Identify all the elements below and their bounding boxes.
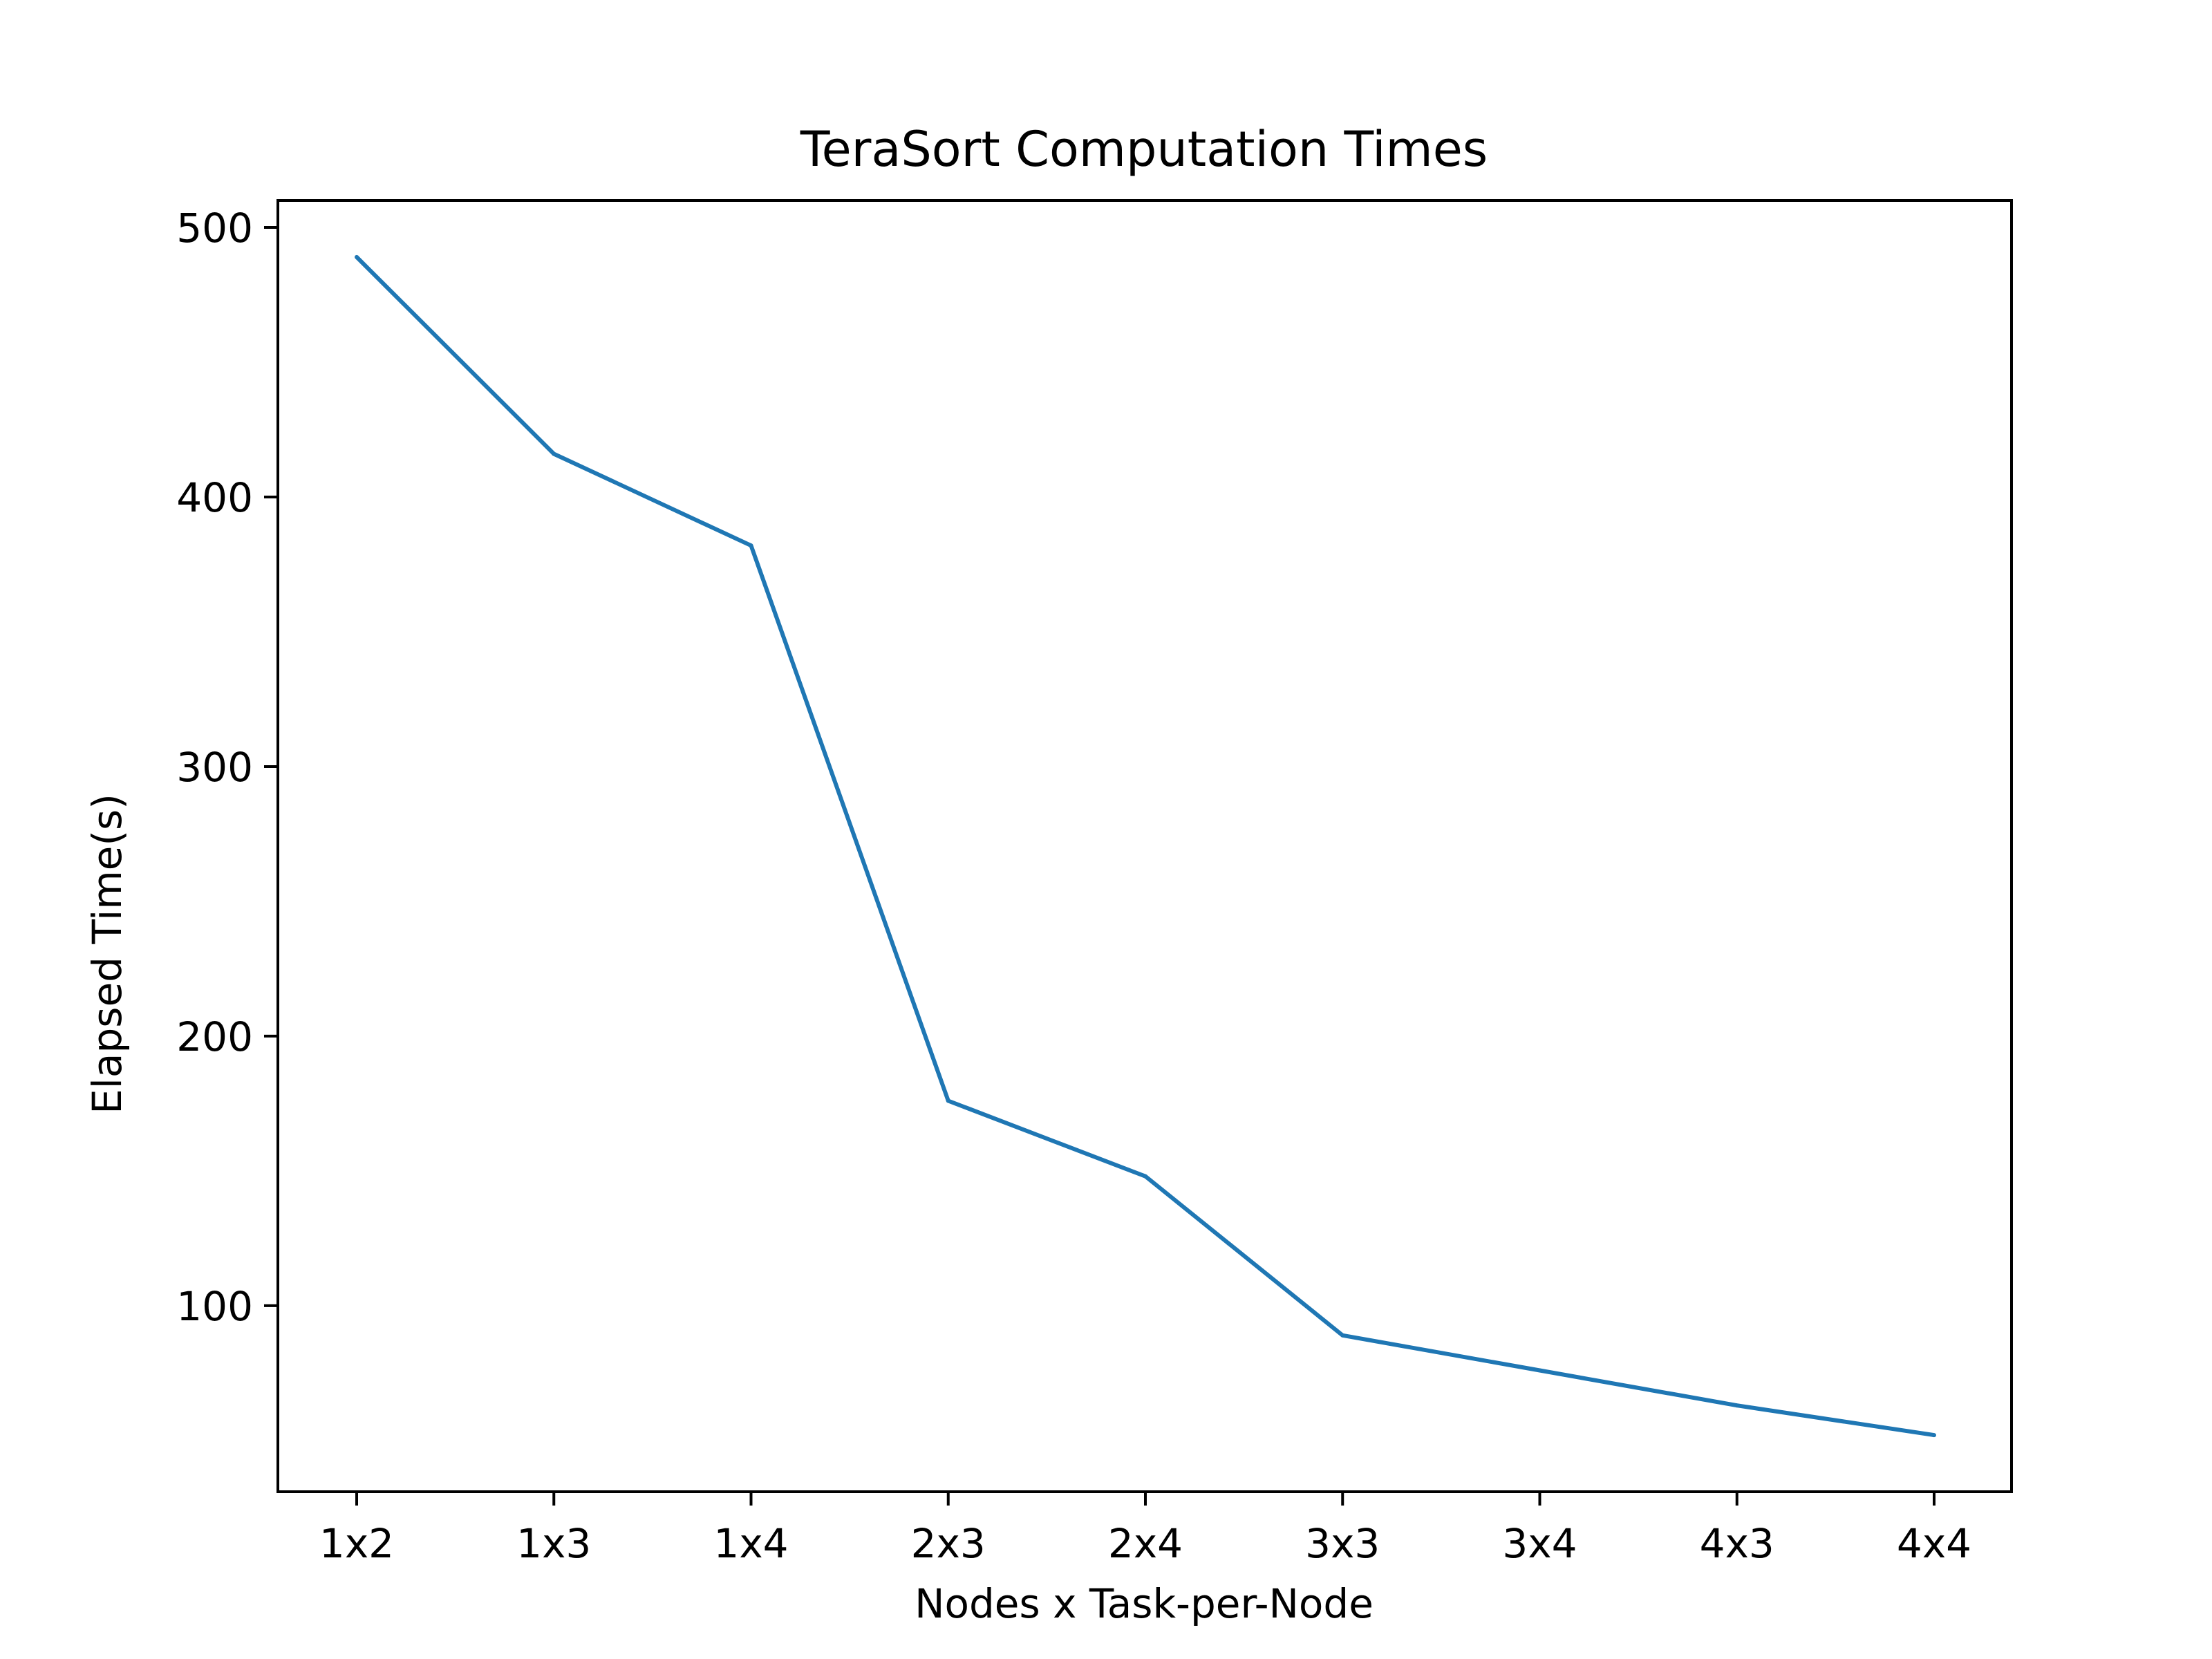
plot-area-frame	[276, 199, 2013, 1493]
x-axis-label: Nodes x Task-per-Node	[915, 1580, 1374, 1627]
x-tick-label: 2x3	[911, 1520, 986, 1567]
data-point	[552, 451, 556, 456]
x-tick-label: 1x4	[713, 1520, 788, 1567]
x-tick-label: 1x2	[319, 1520, 394, 1567]
y-tick-label: 100	[176, 1283, 253, 1330]
y-tick-label: 400	[176, 474, 253, 521]
x-tick-label: 3x3	[1305, 1520, 1380, 1567]
data-point	[355, 254, 359, 259]
y-axis-label: Elapsed Time(s)	[84, 794, 131, 1114]
y-tick-label: 300	[176, 744, 253, 791]
y-tick-label: 200	[176, 1013, 253, 1060]
series-layer	[355, 254, 1936, 1438]
data-point	[1143, 1174, 1147, 1179]
data-point	[1340, 1333, 1345, 1338]
x-tick-label: 4x3	[1700, 1520, 1774, 1567]
data-point	[1734, 1403, 1739, 1408]
x-tick-label: 3x4	[1502, 1520, 1577, 1567]
x-axis-ticks: 1x2 1x3 1x4 2x3 2x4 3x3 3x4 4x3 4x4	[319, 1492, 1971, 1567]
data-point	[1932, 1433, 1936, 1438]
x-tick-label: 2x4	[1108, 1520, 1183, 1567]
chart-title: TeraSort Computation Times	[800, 121, 1488, 178]
y-axis-ticks: 100 200 300 400 500	[176, 205, 278, 1330]
x-tick-label: 1x3	[516, 1520, 591, 1567]
data-point	[1537, 1368, 1542, 1373]
x-tick-label: 4x4	[1897, 1520, 1971, 1567]
data-point	[749, 543, 753, 548]
y-tick-label: 500	[176, 205, 253, 252]
data-point	[946, 1098, 950, 1103]
